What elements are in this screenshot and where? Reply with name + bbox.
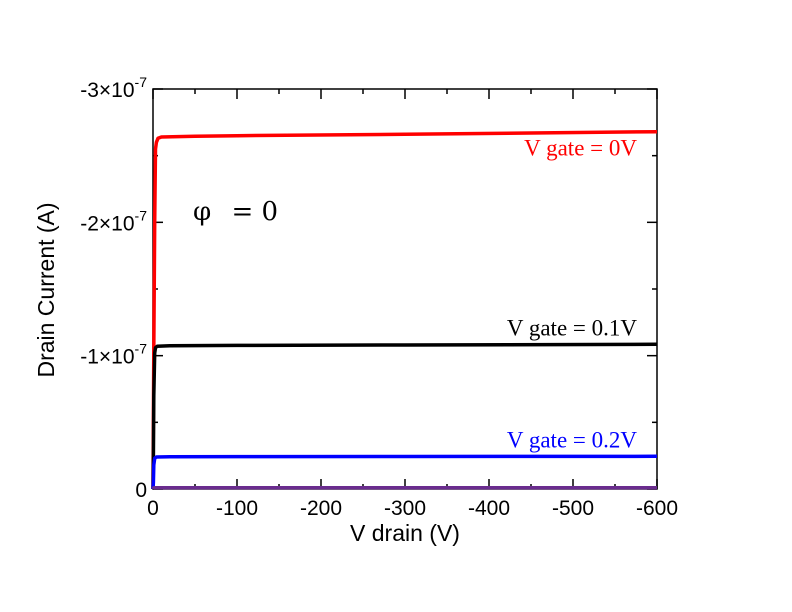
y-tick-labels: 0 -1×10-7 -2×10-7 -3×10-7 (80, 74, 147, 502)
series-labels: V gate = 0V V gate = 0.1V V gate = 0.2V (507, 136, 637, 453)
y-tick-label: -2×10-7 (80, 207, 147, 235)
y-tick-label: 0 (135, 479, 147, 502)
x-tick-labels: 0 -100 -200 -300 -400 -500 -600 (147, 497, 678, 520)
x-tick-label: -600 (636, 497, 678, 520)
series-lines (151, 129, 658, 490)
series-line-1 (151, 342, 658, 490)
series-line-0 (151, 129, 658, 490)
x-tick-label: -200 (300, 497, 342, 520)
x-tick-label: -500 (552, 497, 594, 520)
x-tick-label: -100 (216, 497, 258, 520)
phi-symbol: φ (193, 197, 211, 227)
y-tick-label: -3×10-7 (80, 74, 147, 102)
series-label-2: V gate = 0.2V (507, 427, 637, 452)
y-tick-label: -1×10-7 (80, 341, 147, 369)
series-line-3 (151, 485, 657, 490)
x-tick-label: 0 (147, 497, 159, 520)
x-tick-label: -300 (384, 497, 426, 520)
series-label-1: V gate = 0.1V (507, 315, 637, 340)
series-line-2 (151, 454, 658, 490)
phi-annotation: φ = 0 (193, 197, 278, 227)
x-tick-label: -400 (468, 497, 510, 520)
y-axis-title: Drain Current (A) (33, 202, 59, 377)
phi-value: = 0 (223, 197, 278, 227)
x-axis-title: V drain (V) (350, 520, 460, 546)
series-label-0: V gate = 0V (524, 136, 637, 161)
